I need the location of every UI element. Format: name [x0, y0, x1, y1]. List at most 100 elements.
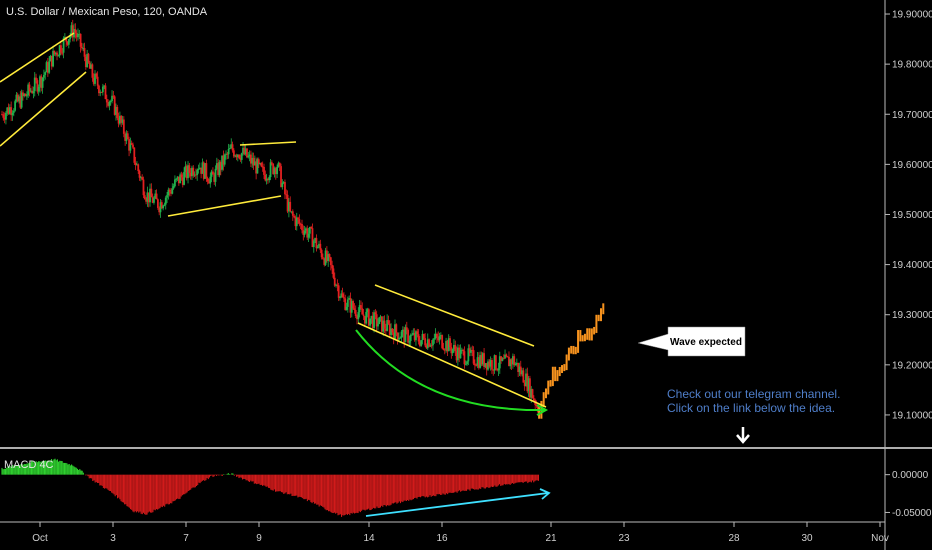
candle-body	[354, 309, 357, 317]
candle-body	[527, 378, 530, 392]
candle-body	[247, 155, 250, 158]
candle-body	[145, 199, 147, 202]
candle-body	[23, 93, 26, 97]
candle-body	[293, 215, 296, 218]
candle-body	[345, 306, 348, 310]
candle-body	[315, 238, 318, 249]
candle-body	[265, 178, 268, 181]
candle-body	[58, 45, 61, 56]
candle-body	[491, 360, 493, 370]
candle-body	[18, 96, 20, 102]
candle-body	[458, 347, 461, 359]
candle-body	[437, 337, 440, 341]
candle-body	[218, 162, 221, 176]
candle-body	[422, 334, 425, 339]
candle-body	[25, 95, 28, 97]
projection-candle	[542, 392, 545, 407]
candle-body	[344, 298, 347, 310]
candle-body	[242, 147, 244, 154]
candle-body	[433, 338, 436, 340]
candle-body	[432, 339, 434, 346]
candle-body	[14, 101, 16, 111]
candle-body	[369, 318, 372, 326]
candle-body	[370, 315, 373, 319]
projection-candle	[593, 326, 596, 335]
candle-body	[532, 398, 535, 401]
projection-candle	[588, 328, 591, 341]
candle-body	[103, 85, 106, 87]
candle-body	[472, 350, 475, 364]
projection-candle	[567, 347, 570, 361]
time-tick-label: 30	[801, 533, 813, 544]
candle-body	[442, 348, 445, 350]
candle-body	[480, 355, 483, 365]
callout-text: Wave expected	[670, 337, 742, 348]
candle-body	[467, 348, 470, 362]
candle-body	[204, 163, 206, 179]
time-axis[interactable]: Oct 3 7 9 14 16 21 23 28 30 Nov	[32, 522, 889, 544]
candle-body	[328, 254, 331, 258]
candle-body	[141, 177, 144, 180]
candle-body	[189, 172, 192, 177]
candle-body	[481, 353, 484, 365]
candle-body	[168, 189, 171, 192]
candle-body	[425, 345, 428, 349]
callout-bubble	[637, 326, 746, 357]
drawings	[0, 32, 551, 517]
candle-body	[353, 308, 356, 310]
candle-body	[400, 331, 403, 338]
divergence-arrowhead	[539, 488, 551, 500]
candle-body	[239, 158, 242, 160]
candle-body	[476, 357, 479, 366]
candle-body	[124, 133, 127, 141]
candle-body	[98, 85, 100, 94]
candle-body	[272, 163, 275, 174]
candle-body	[91, 64, 94, 78]
candle-body	[263, 166, 265, 175]
candle-body	[160, 202, 163, 209]
candle-body	[183, 171, 185, 185]
candle-body	[174, 179, 176, 187]
candle-body	[417, 334, 420, 342]
candle-body	[70, 25, 73, 36]
candle-body	[496, 369, 499, 371]
candle-body	[456, 347, 459, 361]
candle-body	[116, 106, 119, 119]
candle-body	[238, 154, 241, 159]
price-tick-label: 19.50000	[892, 210, 932, 221]
candle-body	[517, 362, 520, 372]
candle-body	[176, 176, 179, 179]
candle-body	[43, 74, 45, 78]
candle-body	[223, 154, 226, 165]
candle-body	[166, 195, 168, 198]
candle-body	[198, 167, 201, 169]
candle-body	[61, 52, 64, 54]
candle-body	[31, 90, 34, 94]
rounding-curve	[355, 329, 545, 412]
projection-candle	[549, 380, 552, 387]
candle-body	[231, 144, 234, 151]
candle-body	[291, 211, 294, 216]
candle-body	[477, 357, 480, 368]
candle-body	[363, 316, 366, 324]
candle-body	[253, 161, 256, 166]
candle-body	[149, 188, 151, 203]
price-axis[interactable]: 19.90000 19.80000 19.70000 19.60000 19.50000…	[885, 10, 932, 422]
main-plot-area[interactable]	[0, 0, 885, 447]
candle-body	[172, 186, 175, 189]
candle-body	[77, 34, 79, 38]
candle-body	[229, 148, 231, 150]
candle-body	[129, 143, 132, 151]
candle-body	[20, 92, 23, 108]
candle-body	[453, 344, 455, 350]
candle-body	[484, 363, 487, 367]
candle-body	[244, 148, 247, 155]
candle-body	[170, 191, 172, 194]
candle-body	[498, 356, 501, 369]
candle-body	[274, 168, 277, 175]
candle-body	[94, 73, 96, 84]
projection-candle	[590, 328, 593, 341]
candle-body	[40, 76, 43, 88]
candle-body	[41, 77, 44, 88]
